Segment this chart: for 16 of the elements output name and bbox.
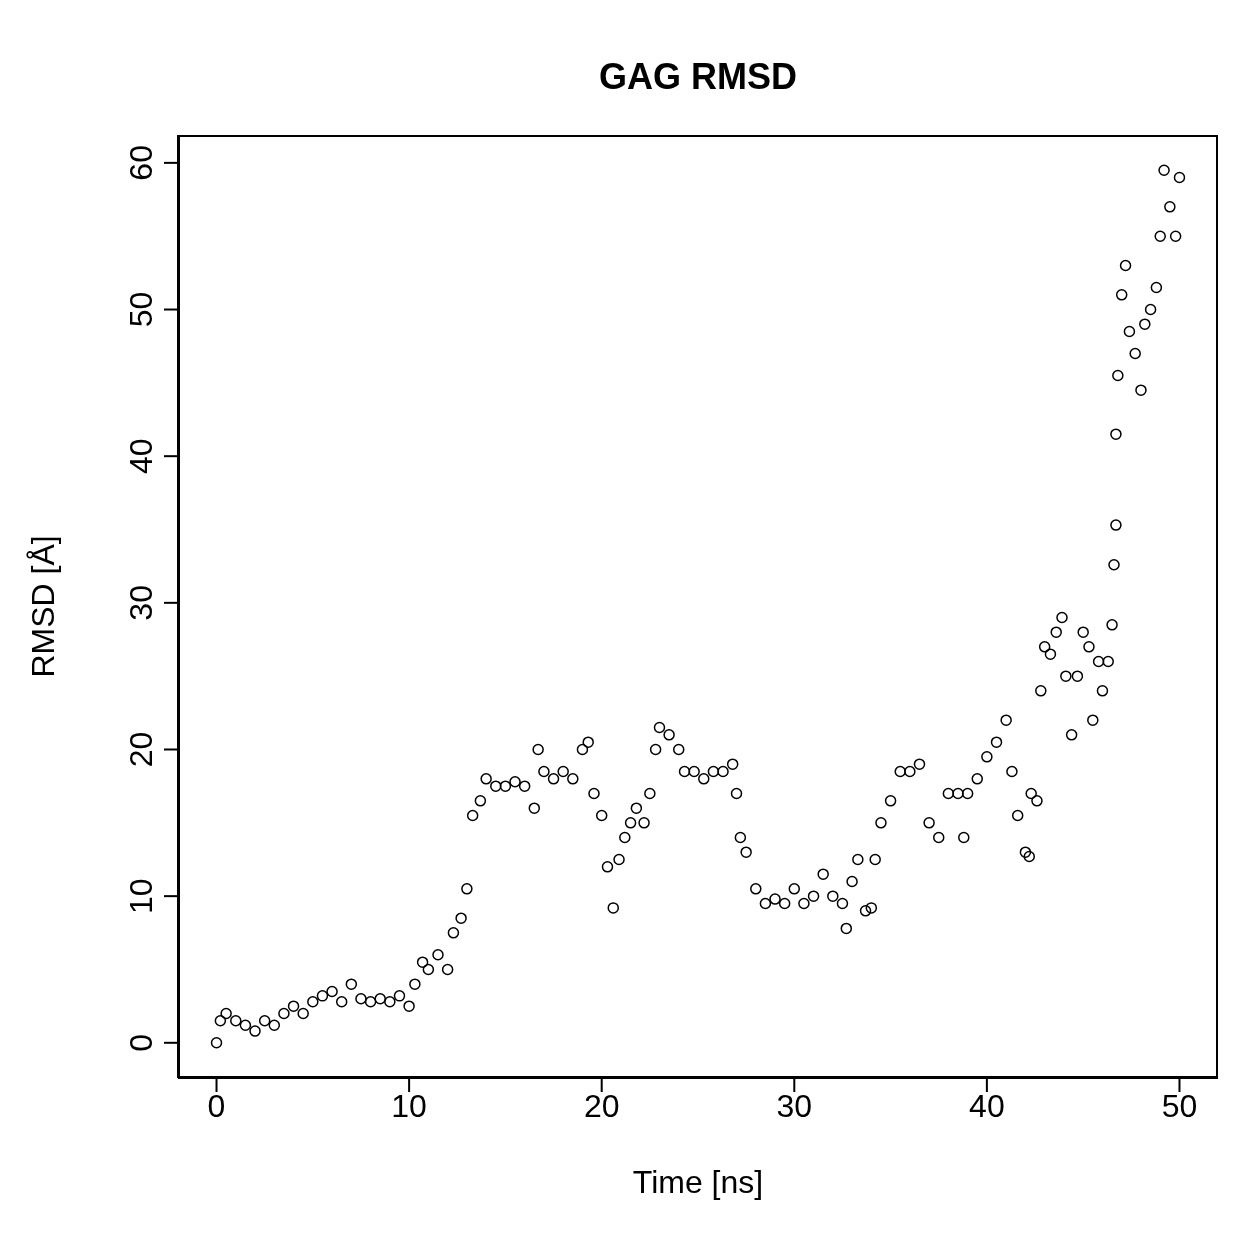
y-tick-label: 30 <box>123 585 159 621</box>
y-tick-label: 10 <box>123 878 159 914</box>
y-tick-label: 20 <box>123 731 159 768</box>
y-tick-label: 60 <box>123 145 159 181</box>
x-tick-label: 30 <box>776 1087 813 1124</box>
y-tick-label: 0 <box>123 1033 159 1052</box>
y-tick-label: 50 <box>123 291 159 328</box>
x-tick-label: 20 <box>583 1087 620 1124</box>
x-tick-label: 10 <box>391 1087 427 1124</box>
y-tick-label: 40 <box>123 438 159 474</box>
chart-title: GAG RMSD <box>598 56 798 98</box>
x-axis-title: Time [ns] <box>632 1164 764 1200</box>
x-tick-label: 50 <box>1161 1087 1198 1124</box>
y-axis-title: RMSD [Å] <box>25 535 62 678</box>
x-tick-label: 0 <box>207 1087 226 1124</box>
x-tick-label: 40 <box>969 1087 1005 1124</box>
